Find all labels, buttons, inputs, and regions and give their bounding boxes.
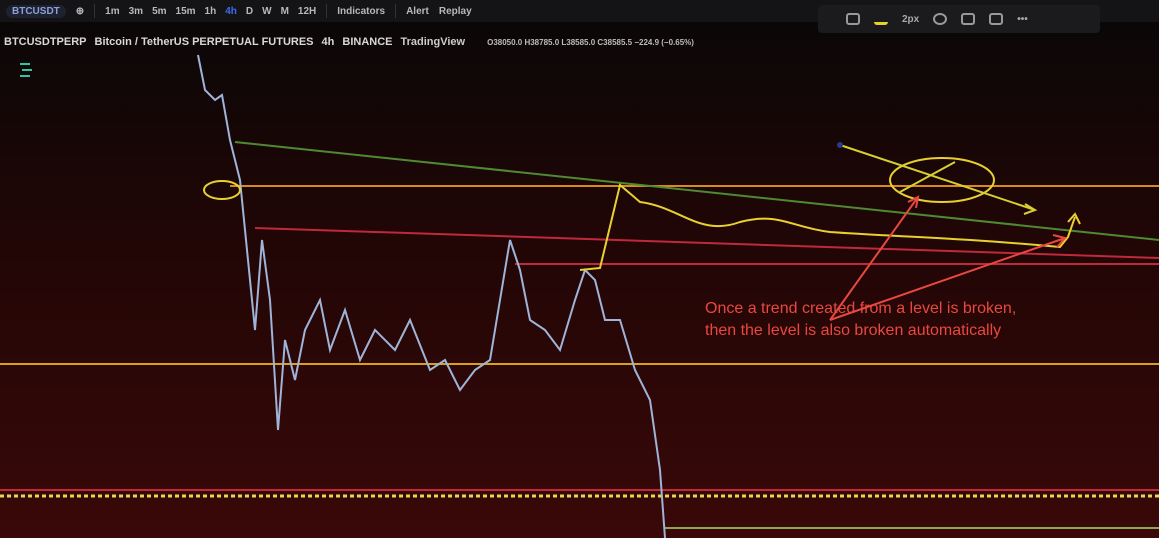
legend-symbol: BTCUSDTPERP [4, 36, 87, 48]
alert-button[interactable]: Alert [406, 5, 429, 17]
interval-button[interactable]: 12H [297, 5, 317, 17]
interval-button[interactable]: 1m [105, 5, 120, 17]
lock-button[interactable] [961, 13, 976, 25]
hand-arrow [839, 144, 1038, 215]
separator [326, 4, 328, 18]
price-series [197, 54, 666, 538]
interval-button[interactable]: 5m [152, 5, 167, 17]
interval-list: 1m 3m 5m 15m 1h 4h D W M 12H [105, 6, 316, 17]
interval-button[interactable]: 15m [175, 5, 196, 17]
interval-button[interactable]: W [262, 5, 272, 17]
separator [94, 4, 96, 18]
indicators-button[interactable]: Indicators [337, 5, 386, 17]
legend-source: TradingView [400, 36, 466, 48]
annotation-line: Once a trend created from a level is bro… [705, 300, 1017, 317]
settings-button[interactable] [933, 13, 948, 25]
legend-exchange: BINANCE [342, 36, 393, 48]
trend-line [254, 227, 1159, 259]
trend-line [234, 141, 1159, 241]
anchor-point [837, 142, 843, 148]
legend-name: Bitcoin / TetherUS PERPETUAL FUTURES [94, 36, 314, 48]
add-symbol[interactable]: ⊕ [75, 5, 85, 17]
legend-interval: 4h [321, 36, 335, 48]
interval-button[interactable]: 4h [225, 5, 237, 17]
replay-button[interactable]: Replay [438, 5, 472, 17]
annotation-line: then the level is also broken automatica… [705, 322, 1002, 339]
legend: BTCUSDTPERP Bitcoin / TetherUS PERPETUAL… [4, 36, 694, 48]
hand-circle [203, 180, 241, 200]
color-button[interactable] [874, 13, 888, 25]
hand-arrow [1067, 212, 1081, 225]
annotation-arrow [829, 195, 1067, 321]
template-button[interactable] [846, 13, 860, 25]
interval-button[interactable]: 3m [128, 5, 144, 17]
delete-button[interactable] [989, 13, 1004, 25]
symbol-button[interactable]: BTCUSDT [6, 4, 66, 18]
chart-canvas [0, 22, 1159, 538]
interval-button[interactable]: 1h [204, 5, 217, 17]
background [0, 22, 1159, 538]
more-button[interactable]: ••• [1017, 13, 1028, 25]
interval-button[interactable]: M [280, 5, 289, 17]
menu-icon[interactable] [20, 63, 32, 77]
interval-button[interactable]: D [245, 5, 254, 17]
annotation: Once a trend created from a level is bro… [705, 298, 1016, 342]
width-button[interactable]: 2px [902, 13, 920, 25]
drawing-toolbar: 2px ••• [818, 5, 1100, 33]
separator [395, 4, 397, 18]
hand-drawing [579, 183, 1076, 271]
legend-ohlc: O38050.0 H38785.0 L38585.0 C38585.5 −224… [487, 37, 694, 47]
hand-circle [889, 157, 995, 203]
